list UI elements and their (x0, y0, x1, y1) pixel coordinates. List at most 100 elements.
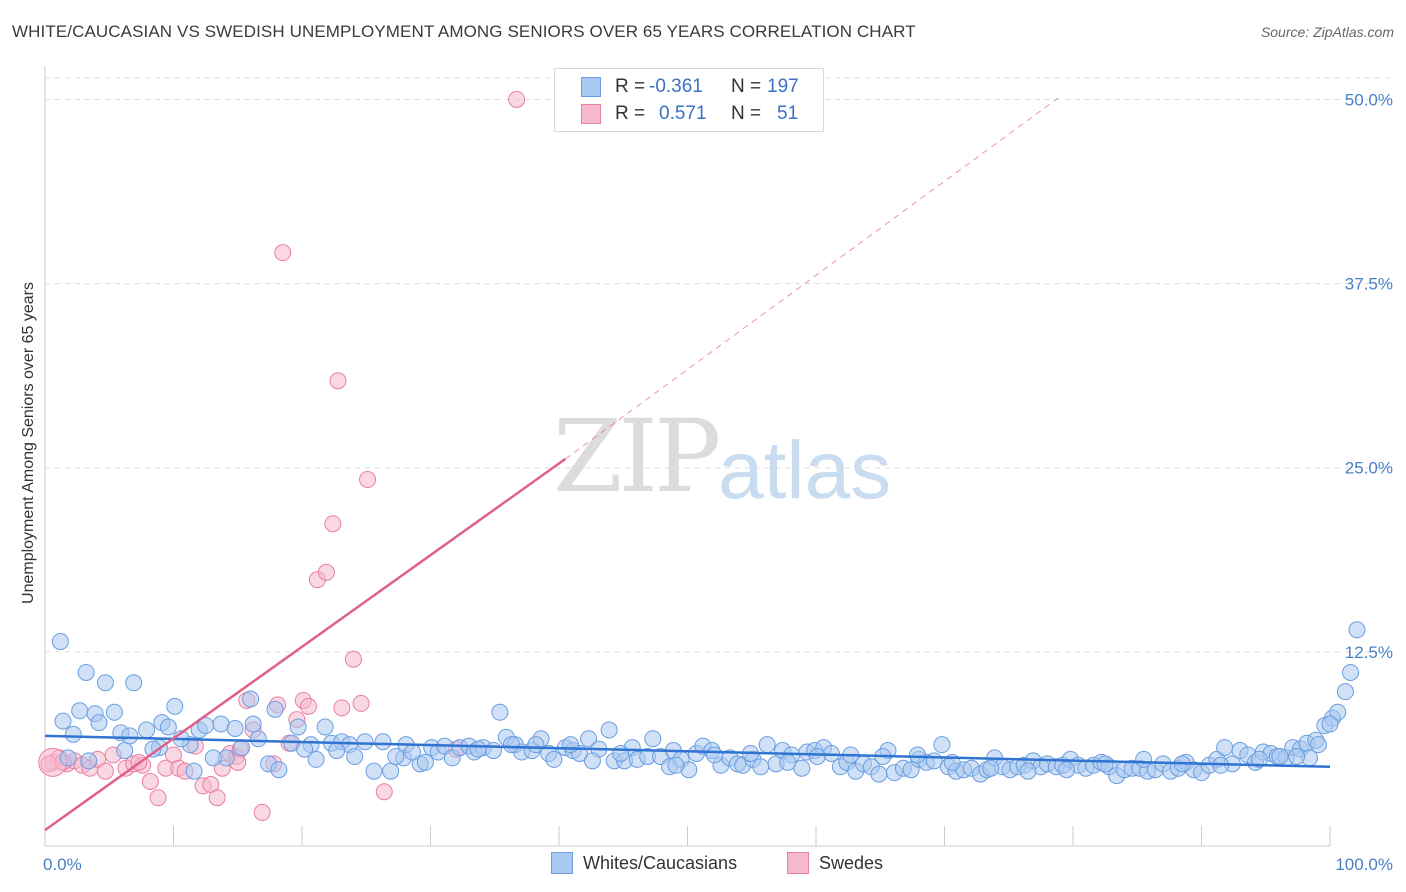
white-point (925, 752, 943, 770)
white-point (270, 761, 288, 779)
legend-swatch-swedes (787, 852, 809, 874)
white-point (77, 663, 95, 681)
swede-point (317, 563, 335, 581)
legend-swatch-swedes (581, 104, 601, 124)
white-point (667, 756, 685, 774)
white-point (600, 721, 618, 739)
white-point (54, 712, 72, 730)
legend-r-value: -0.361 (649, 76, 703, 97)
white-point (125, 674, 143, 692)
legend-swatch-whites (551, 852, 573, 874)
white-point (244, 715, 262, 733)
swedes-trend-line (44, 457, 567, 832)
white-point (226, 719, 244, 737)
legend-item-whites: Whites/Caucasians (551, 852, 737, 874)
swede-point (149, 789, 167, 807)
white-point (185, 762, 203, 780)
legend-label-whites: Whites/Caucasians (583, 852, 738, 873)
legend-r-label: R = (615, 76, 646, 97)
legend-r-label: R = (615, 103, 646, 124)
swede-point (208, 789, 226, 807)
legend-swatch-whites (581, 77, 601, 97)
chart-title: WHITE/CAUCASIAN VS SWEDISH UNEMPLOYMENT … (12, 22, 916, 41)
white-point (296, 740, 314, 758)
white-point (1216, 739, 1234, 757)
white-point (80, 752, 98, 770)
white-point (64, 725, 82, 743)
white-point (909, 746, 927, 764)
swede-point (253, 803, 271, 821)
white-point (138, 721, 156, 739)
white-point (242, 690, 260, 708)
white-point (545, 750, 563, 768)
axis-layer (44, 66, 1331, 847)
x-tick-label: 100.0% (1335, 855, 1393, 874)
white-point (1058, 761, 1076, 779)
white-point (644, 730, 662, 748)
white-point (1329, 703, 1347, 721)
y-axis-title: Unemployment Among Seniors over 65 years (20, 282, 37, 604)
legend-n-label: N = (731, 103, 762, 124)
white-point (159, 718, 177, 736)
swede-point (375, 783, 393, 801)
white-point (870, 765, 888, 783)
legend-n-value: 197 (767, 76, 799, 97)
tick-labels: 12.5% 25.0% 37.5% 50.0% 0.0% 100.0% Unemployme… (20, 90, 1393, 874)
white-point (144, 740, 162, 758)
white-point (779, 753, 797, 771)
white-point (469, 740, 487, 758)
white-point (982, 759, 1000, 777)
white-point (1250, 750, 1268, 768)
watermark-atlas: atlas (718, 425, 892, 516)
white-point (484, 742, 502, 760)
white-point (933, 736, 951, 754)
swede-point (274, 244, 292, 262)
white-point (59, 749, 77, 767)
white-point (583, 752, 601, 770)
white-point (1288, 747, 1306, 765)
watermark-zip: ZIP (553, 398, 721, 515)
white-point (346, 747, 364, 765)
white-point (51, 633, 69, 651)
white-point (121, 727, 139, 745)
white-point (374, 733, 392, 751)
white-point (416, 753, 434, 771)
swede-point (141, 772, 159, 790)
white-point (365, 762, 383, 780)
white-point (116, 742, 134, 760)
swede-point (344, 650, 362, 668)
white-point (752, 758, 770, 776)
white-point (166, 697, 184, 715)
white-point (705, 746, 723, 764)
grid-layer (45, 77, 1390, 653)
legend-n-label: N = (731, 76, 762, 97)
white-point (491, 703, 509, 721)
white-point (808, 747, 826, 765)
y-tick-label: 37.5% (1345, 275, 1393, 294)
white-point (212, 715, 230, 733)
white-point (90, 714, 108, 732)
white-point (1309, 736, 1327, 754)
white-point (580, 730, 598, 748)
series-legend: Whites/Caucasians Swedes (0, 852, 1406, 878)
swede-point (329, 372, 347, 390)
swede-point (352, 694, 370, 712)
white-point (96, 674, 114, 692)
trend-lines (44, 96, 1331, 832)
white-point (387, 747, 405, 765)
white-point (404, 743, 422, 761)
white-point (1348, 621, 1366, 639)
white-point (612, 745, 630, 763)
white-point (502, 736, 520, 754)
swede-point (333, 699, 351, 717)
swede-point (96, 762, 114, 780)
swede-point (359, 471, 377, 489)
white-point (793, 759, 811, 777)
correlation-legend: R = -0.361 N = 197 R = 0.571 N = 51 (554, 68, 824, 132)
legend-n-value: 51 (777, 103, 799, 124)
white-point (266, 700, 284, 718)
white-point (758, 736, 776, 754)
white-point (328, 742, 346, 760)
whites-points (51, 621, 1366, 785)
